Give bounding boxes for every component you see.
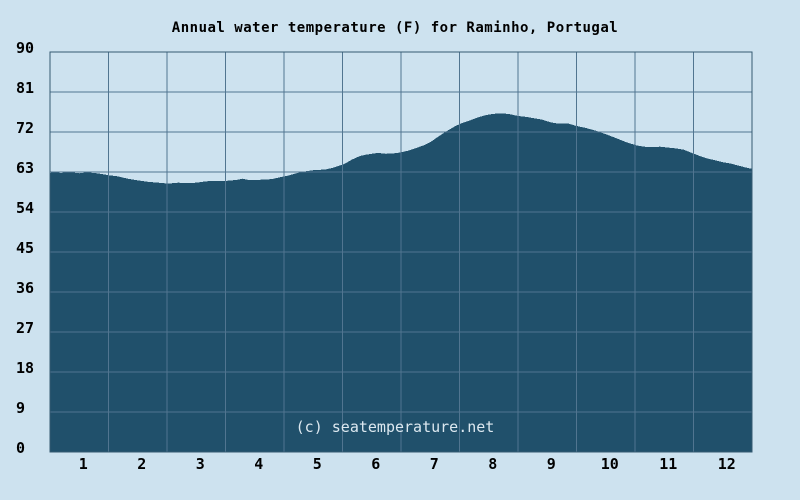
- y-axis-tick-label: 36: [16, 279, 35, 297]
- y-axis-tick-label: 90: [16, 39, 35, 57]
- x-axis-tick-label: 2: [137, 455, 147, 473]
- y-axis-tick-label: 81: [16, 79, 35, 97]
- x-axis-tick-label: 7: [429, 455, 439, 473]
- y-axis-tick-label: 18: [16, 359, 35, 377]
- y-axis-tick-label: 27: [16, 319, 35, 337]
- plot-border: [49, 51, 753, 453]
- y-axis-tick-label: 72: [16, 119, 35, 137]
- y-axis-tick-label: 45: [16, 239, 35, 257]
- x-axis-tick-label: 11: [659, 455, 678, 473]
- watermark-text: (c) seatemperature.net: [295, 418, 495, 436]
- x-axis-tick-label: 3: [195, 455, 205, 473]
- x-axis-tick-label: 8: [488, 455, 498, 473]
- x-axis-tick-label: 10: [600, 455, 619, 473]
- x-axis-tick-label: 5: [312, 455, 322, 473]
- y-axis-tick-label: 54: [16, 199, 35, 217]
- x-axis-tick-label: 9: [546, 455, 556, 473]
- y-axis-tick-label: 63: [16, 159, 35, 177]
- chart-title: Annual water temperature (F) for Raminho…: [171, 20, 619, 36]
- x-axis-tick-label: 6: [371, 455, 381, 473]
- x-axis-tick-label: 1: [78, 455, 88, 473]
- y-axis-tick-label: 0: [16, 439, 26, 457]
- y-axis-tick-label: 9: [16, 399, 26, 417]
- x-axis-tick-label: 12: [717, 455, 736, 473]
- x-axis-tick-label: 4: [254, 455, 264, 473]
